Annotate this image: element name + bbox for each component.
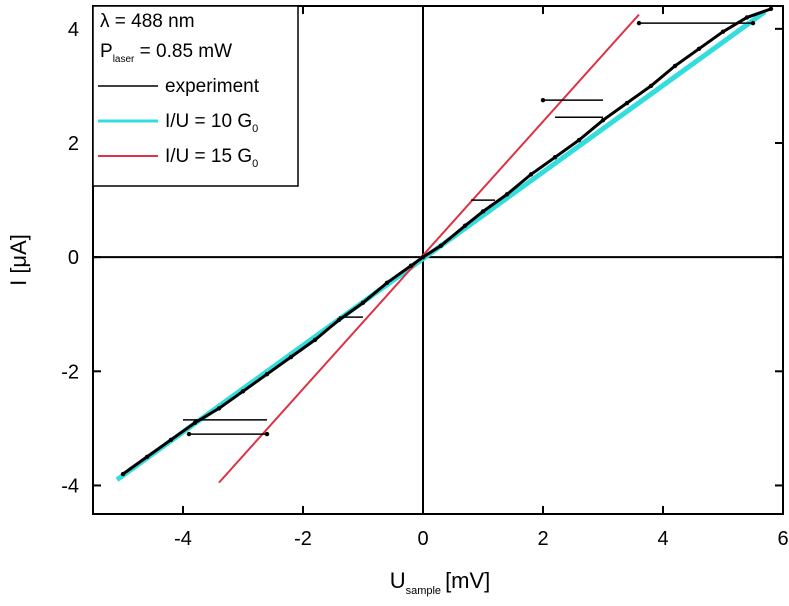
- y-tick-label: -4: [61, 475, 79, 497]
- x-axis-label-unit: [mV]: [445, 568, 490, 593]
- series-experiment-point: [336, 317, 342, 323]
- annotation-p: P: [100, 41, 113, 62]
- series-experiment-point: [624, 100, 630, 106]
- x-axis-label-sub: sample: [406, 585, 441, 597]
- series-experiment-point: [216, 406, 222, 411]
- series-experiment-point: [264, 371, 270, 377]
- annotation-p-sub: laser: [113, 54, 135, 65]
- series-experiment-point: [720, 29, 726, 34]
- y-tick-label: 4: [68, 19, 79, 41]
- series-experiment-point: [768, 6, 774, 12]
- legend-10g0-sub: 0: [252, 123, 258, 135]
- plot-frame: [92, 5, 784, 515]
- x-tick-label: -2: [294, 528, 312, 550]
- series-experiment-point: [696, 46, 702, 52]
- annotation-laser-power: Plaser = 0.85 mW: [100, 41, 232, 65]
- x-axis-label-main: U: [390, 568, 406, 593]
- x-tick-label: -4: [174, 528, 192, 550]
- series-experiment-point: [420, 254, 426, 260]
- legend-10g0-main: I/U = 10 G: [165, 111, 252, 132]
- series-layer: [115, 6, 774, 484]
- series-experiment-point: [144, 454, 150, 460]
- series-experiment-point: [528, 172, 534, 177]
- series-experiment-point: [648, 83, 654, 89]
- series-experiment-point: [636, 20, 642, 26]
- y-tick-label: 2: [68, 133, 79, 155]
- annotation-wavelength: λ = 488 nm: [100, 11, 195, 32]
- x-tick-label: 6: [777, 528, 788, 550]
- x-tick-label: 4: [657, 528, 668, 550]
- series-experiment-point: [540, 97, 546, 103]
- ticks-layer: -4 -2 0 2 4 6 -4 -2 0 2 4: [61, 6, 789, 550]
- y-tick-label: -2: [61, 361, 79, 383]
- y-axis-label: I [μA]: [6, 234, 31, 286]
- series-experiment-point: [600, 117, 606, 123]
- series-experiment-point: [462, 223, 468, 228]
- legend: λ = 488 nm Plaser = 0.85 mW experiment I…: [92, 5, 299, 187]
- x-tick-label: 2: [537, 528, 548, 550]
- series-experiment-point: [744, 15, 750, 20]
- series-experiment-point: [168, 437, 174, 442]
- legend-15g0-sub: 0: [252, 158, 258, 170]
- series-experiment-point: [552, 155, 558, 160]
- x-axis-label: Usample [mV]: [390, 568, 491, 597]
- series-experiment-point: [240, 389, 246, 394]
- series-experiment-point: [288, 354, 294, 360]
- legend-label-15g0: I/U = 15 G0: [165, 146, 258, 170]
- series-experiment-point: [120, 471, 126, 477]
- legend-15g0-main: I/U = 15 G: [165, 146, 252, 167]
- series-experiment-point: [504, 192, 510, 197]
- legend-label-experiment: experiment: [165, 76, 260, 97]
- series-experiment-point: [672, 63, 678, 69]
- annotation-p-value: = 0.85 mW: [134, 41, 232, 62]
- series-experiment-point: [750, 20, 756, 26]
- y-tick-label: 0: [68, 247, 79, 269]
- series-experiment-point: [408, 263, 414, 268]
- series-experiment-point: [312, 337, 318, 343]
- series-15g0-line: [218, 13, 640, 484]
- series-experiment-point: [360, 300, 366, 306]
- series-experiment-point: [384, 280, 390, 286]
- series-experiment-point: [192, 420, 198, 425]
- legend-label-10g0: I/U = 10 G0: [165, 111, 258, 135]
- series-experiment-point: [186, 431, 192, 437]
- series-experiment-point: [576, 137, 582, 143]
- x-tick-label: 0: [417, 528, 428, 550]
- plot-area: [92, 5, 784, 515]
- series-experiment-point: [264, 431, 270, 437]
- series-experiment-point: [438, 243, 444, 248]
- series-experiment-point: [480, 209, 486, 214]
